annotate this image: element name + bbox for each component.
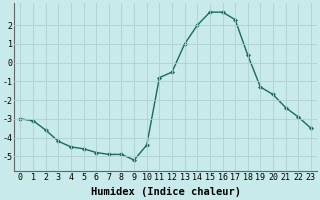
X-axis label: Humidex (Indice chaleur): Humidex (Indice chaleur) [91, 187, 241, 197]
